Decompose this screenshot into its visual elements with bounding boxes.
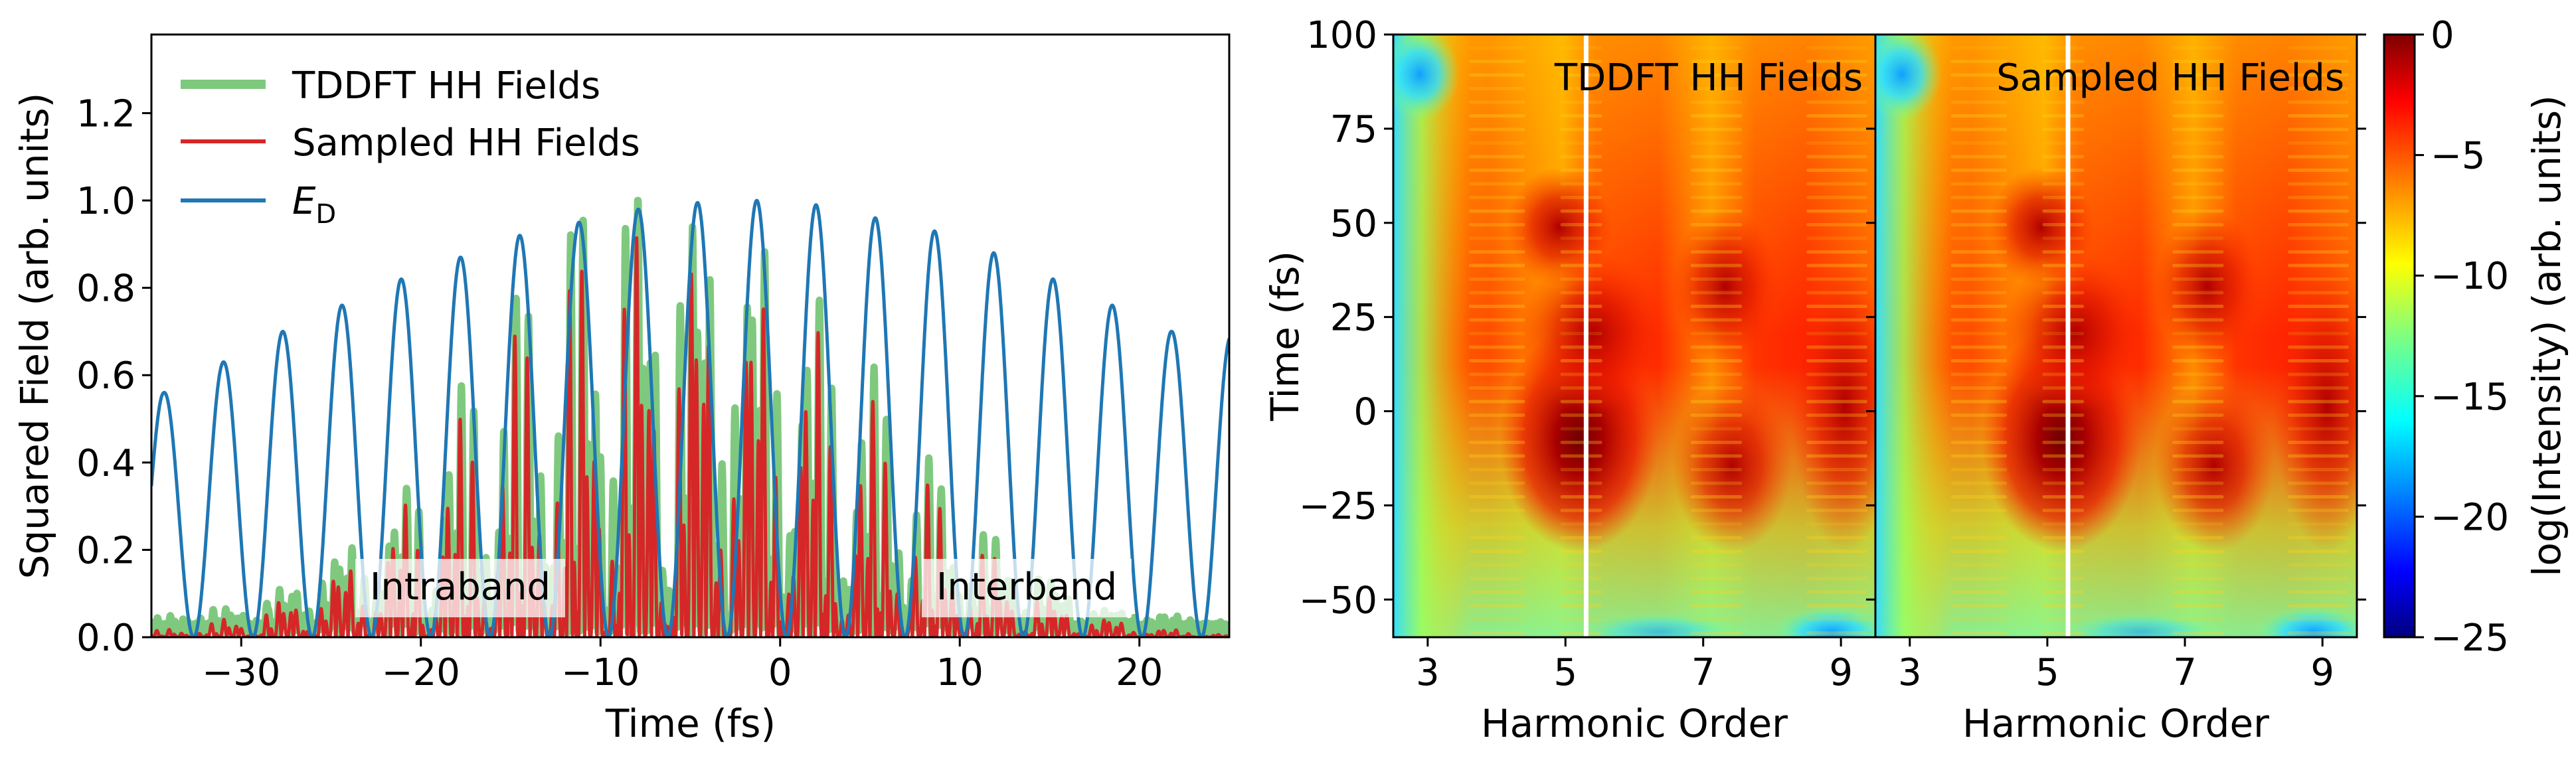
- x-tick-label: 0: [768, 651, 792, 694]
- colorbar-tick-label: −20: [2431, 496, 2509, 539]
- y-axis-label: Squared Field (arb. units): [12, 93, 57, 579]
- legend: TDDFT HH Fields Sampled HH Fields ED: [181, 64, 640, 230]
- heatmap-tddft: TDDFT HH Fields 3 5 7 9 −50 −25 0 25 50 75 100 Ha…: [1262, 14, 1877, 746]
- line-plot: Intraband Interband TDDFT HH Fields Samp…: [12, 33, 1231, 746]
- colorbar-tick-label: −5: [2431, 135, 2486, 178]
- y-axis-ticks: [1866, 33, 2366, 601]
- y-tick-label: −50: [1299, 579, 1377, 622]
- legend-label-tddft: TDDFT HH Fields: [292, 64, 600, 108]
- x-tick-label: 5: [1553, 651, 1577, 694]
- annotation-box-intraband: [355, 559, 565, 617]
- y-tick-label: 1.0: [76, 180, 135, 223]
- y-tick-label: 100: [1306, 14, 1377, 57]
- series-line-ed: [151, 198, 1229, 637]
- y-tick-label: 25: [1330, 297, 1377, 340]
- y-tick-label: 1.2: [76, 92, 135, 135]
- colorbar-gradient: [2383, 33, 2416, 639]
- y-axis-ticks: −50 −25 0 25 50 75 100: [1299, 14, 1393, 622]
- x-tick-label: −10: [561, 651, 640, 694]
- y-tick-label: 0.2: [76, 529, 135, 572]
- x-axis-label: Harmonic Order: [1481, 701, 1788, 746]
- y-tick-label: 75: [1330, 108, 1377, 151]
- x-tick-label: 7: [1691, 651, 1715, 694]
- x-axis-ticks: −30 −20 −10 0 10 20: [202, 637, 1163, 694]
- x-axis-label: Harmonic Order: [1962, 701, 2269, 746]
- colorbar-ticks: 0 −5 −10 −15 −20 −25: [2415, 14, 2509, 660]
- x-tick-label: 9: [2310, 651, 2334, 694]
- colorbar-label: log(Intensity) (arb. units): [2524, 95, 2569, 576]
- x-axis-ticks: 3 5 7 9: [1898, 637, 2334, 694]
- heatmap-title-tddft: TDDFT HH Fields: [1554, 56, 1863, 100]
- legend-label-sampled: Sampled HH Fields: [292, 121, 640, 165]
- y-tick-label: 0.0: [76, 617, 135, 660]
- colorbar-tick-label: −25: [2431, 617, 2509, 660]
- y-tick-label: 0.8: [76, 267, 135, 311]
- x-tick-label: 10: [936, 651, 984, 694]
- legend-label-ed: ED: [292, 180, 336, 230]
- annotation-box-interband: [922, 559, 1132, 617]
- colorbar-tick-label: 0: [2431, 14, 2454, 57]
- x-tick-label: 3: [1898, 651, 1922, 694]
- y-tick-label: 0: [1353, 391, 1377, 434]
- annotation-intraband: Intraband: [370, 566, 551, 609]
- y-tick-label: 0.6: [76, 354, 135, 398]
- heatmap-sampled: Sampled HH Fields 3 5 7 9 Harmonic Order: [1866, 33, 2366, 746]
- x-tick-label: −20: [382, 651, 460, 694]
- x-tick-label: 7: [2173, 651, 2197, 694]
- heatmap-title-sampled: Sampled HH Fields: [1996, 56, 2344, 100]
- y-tick-label: 50: [1330, 202, 1377, 246]
- x-tick-label: 20: [1116, 651, 1163, 694]
- y-axis-ticks: 0.0 0.2 0.4 0.6 0.8 1.0 1.2: [76, 92, 151, 660]
- y-axis-label: Time (fs): [1262, 251, 1308, 421]
- x-axis-ticks: 3 5 7 9: [1416, 637, 1853, 694]
- y-tick-label: 0.4: [76, 442, 135, 485]
- x-tick-label: 9: [1829, 651, 1853, 694]
- x-tick-label: −30: [202, 651, 280, 694]
- x-tick-label: 3: [1416, 651, 1440, 694]
- colorbar-tick-label: −15: [2431, 376, 2509, 419]
- colorbar-tick-label: −10: [2431, 255, 2509, 298]
- colorbar: 0 −5 −10 −15 −20 −25 log(Intensity) (arb. uni…: [2383, 14, 2569, 660]
- y-tick-label: −25: [1299, 485, 1377, 528]
- x-tick-label: 5: [2035, 651, 2059, 694]
- x-axis-label: Time (fs): [605, 701, 776, 746]
- annotation-interband: Interband: [936, 566, 1117, 609]
